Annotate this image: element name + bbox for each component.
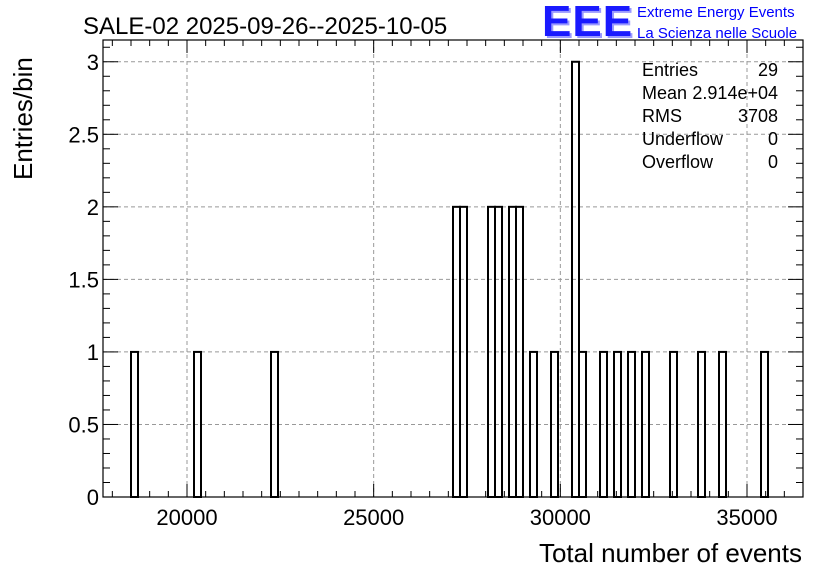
y-tick-label: 2.5 — [68, 122, 99, 147]
stats-value: 0 — [768, 152, 778, 172]
plot-frame — [102, 39, 804, 498]
stats-label: Mean — [642, 83, 687, 103]
stats-value: 2.914e+04 — [692, 83, 778, 103]
x-axis-label: Total number of events — [539, 538, 802, 568]
x-tick-label: 30000 — [530, 505, 591, 530]
stats-box: Entries 29 Mean 2.914e+04 RMS 3708 Underflow 0 O… — [642, 60, 778, 172]
stats-label: Overflow — [642, 152, 714, 172]
axes: 20000 25000 30000 35000 0 0.5 1 1.5 2 2.5 3 — [68, 39, 804, 530]
y-tick-label: 1 — [87, 340, 99, 365]
stats-value: 29 — [758, 60, 778, 80]
y-tick-label: 2 — [87, 195, 99, 220]
x-tick-label: 35000 — [716, 505, 777, 530]
y-tick-label: 0.5 — [68, 412, 99, 437]
y-tick-label: 3 — [87, 50, 99, 75]
logo-caption-line1: Extreme Energy Events — [637, 4, 795, 21]
y-tick-label: 1.5 — [68, 267, 99, 292]
stats-label: RMS — [642, 106, 682, 126]
chart-title: SALE-02 2025-09-26--2025-10-05 — [83, 13, 447, 40]
stats-value: 0 — [768, 129, 778, 149]
x-tick-label: 25000 — [343, 505, 404, 530]
y-tick-label: 0 — [87, 485, 99, 510]
logo-caption-line2: La Scienza nelle Scuole — [637, 25, 798, 42]
eee-logo-mark: EEE — [542, 0, 634, 46]
stats-label: Entries — [642, 60, 698, 80]
stats-value: 3708 — [738, 106, 778, 126]
histogram-bars — [130, 60, 769, 499]
x-tick-label: 20000 — [156, 505, 217, 530]
stats-label: Underflow — [642, 129, 724, 149]
y-axis-label: Entries/bin — [8, 57, 38, 180]
